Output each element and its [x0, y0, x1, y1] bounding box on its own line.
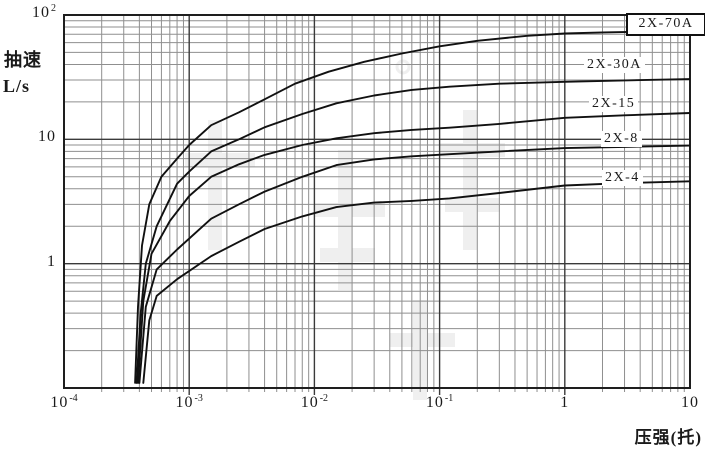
curve-label-2x-30a: 2X-30A [584, 57, 645, 73]
x-tick-label: 10-3 [175, 393, 203, 411]
y-axis-title: 抽速 [4, 50, 42, 70]
curve-label-2x-70a: 2X-70A [626, 13, 705, 36]
curve-2X-15 [137, 112, 690, 384]
curve-2X-70A [134, 30, 690, 384]
watermark [185, 59, 505, 400]
plot-border [63, 14, 691, 389]
x-tick-label: 10 [681, 394, 699, 411]
y-axis-title-units: L/s [3, 76, 31, 96]
curve-label-2x-8: 2X-8 [601, 131, 642, 147]
x-tick-label: 10-2 [300, 393, 329, 411]
x-tick-label: 1 [560, 394, 570, 411]
curve-label-2x-4: 2X-4 [602, 170, 643, 186]
y-tick-label: 102 [32, 3, 56, 21]
curve-label-2x-15: 2X-15 [589, 96, 639, 112]
curve-2X-8 [138, 144, 690, 384]
curve-2X-30A [135, 78, 690, 384]
x-tick-label: 10-1 [425, 393, 454, 411]
y-tick-label: 1 [47, 252, 56, 270]
x-tick-label: 10-4 [50, 393, 78, 411]
y-tick-label: 10 [38, 128, 56, 146]
x-axis-title: 压强(托) [634, 428, 702, 447]
curve-2X-4 [142, 180, 690, 384]
